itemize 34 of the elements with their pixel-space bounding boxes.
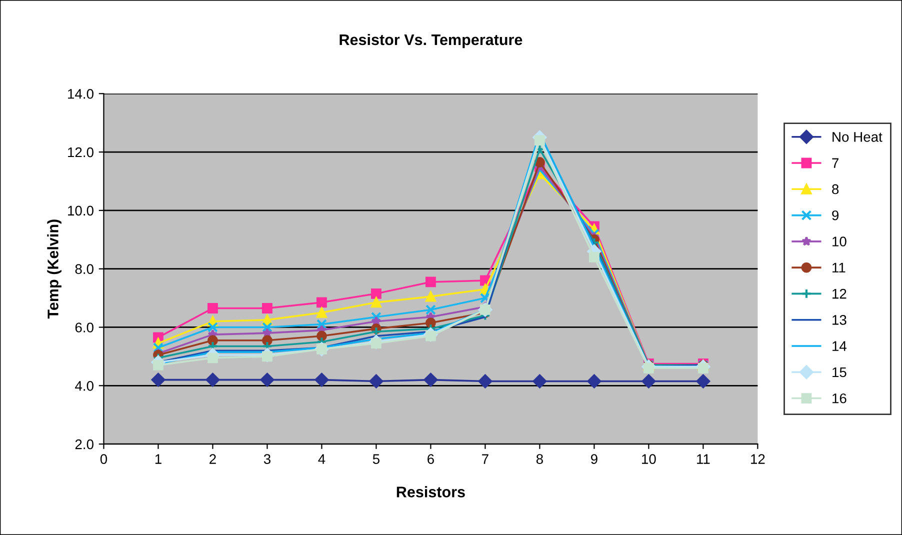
y-tick-label: 2.0 [75, 439, 94, 450]
x-tick-label: 12 [751, 454, 765, 464]
x-tick-label: 3 [264, 454, 270, 464]
x-tick-label: 2 [210, 454, 216, 464]
y-tick-label: 6.0 [75, 322, 94, 332]
chart-title: Resistor Vs. Temperature [340, 34, 522, 48]
y-axis-title: Temp (Kelvin) [47, 220, 62, 319]
y-tick-label: 4.0 [75, 380, 94, 391]
legend-label: 11 [832, 262, 846, 272]
legend-label: 13 [832, 315, 846, 325]
x-tick-label: 9 [590, 454, 598, 464]
legend-label: 16 [832, 393, 846, 404]
legend-label: 9 [832, 210, 839, 220]
legend-label: 12 [832, 288, 846, 299]
y-tick-label: 14.0 [68, 88, 94, 99]
legend-label: 15 [832, 367, 846, 378]
x-tick-label: 7 [482, 454, 488, 464]
x-tick-label: 1 [155, 454, 162, 464]
x-tick-label: 10 [642, 454, 656, 464]
legend-label: 7 [832, 158, 838, 168]
y-tick-label: 8.0 [75, 264, 94, 274]
x-tick-label: 8 [536, 454, 543, 464]
x-axis-title: Resistors [396, 486, 465, 498]
legend-label: 8 [832, 184, 839, 194]
y-tick-label: 10.0 [68, 206, 94, 216]
y-tick-label: 12.0 [68, 147, 94, 158]
legend-label: No Heat [832, 132, 882, 142]
x-tick-label: 0 [100, 454, 108, 464]
legend-label: 14 [832, 341, 847, 351]
legend-label: 10 [832, 236, 846, 246]
x-tick-label: 6 [428, 454, 434, 464]
x-tick-label: 5 [372, 454, 380, 464]
x-tick-label: 11 [697, 454, 710, 464]
x-tick-label: 4 [318, 454, 326, 464]
